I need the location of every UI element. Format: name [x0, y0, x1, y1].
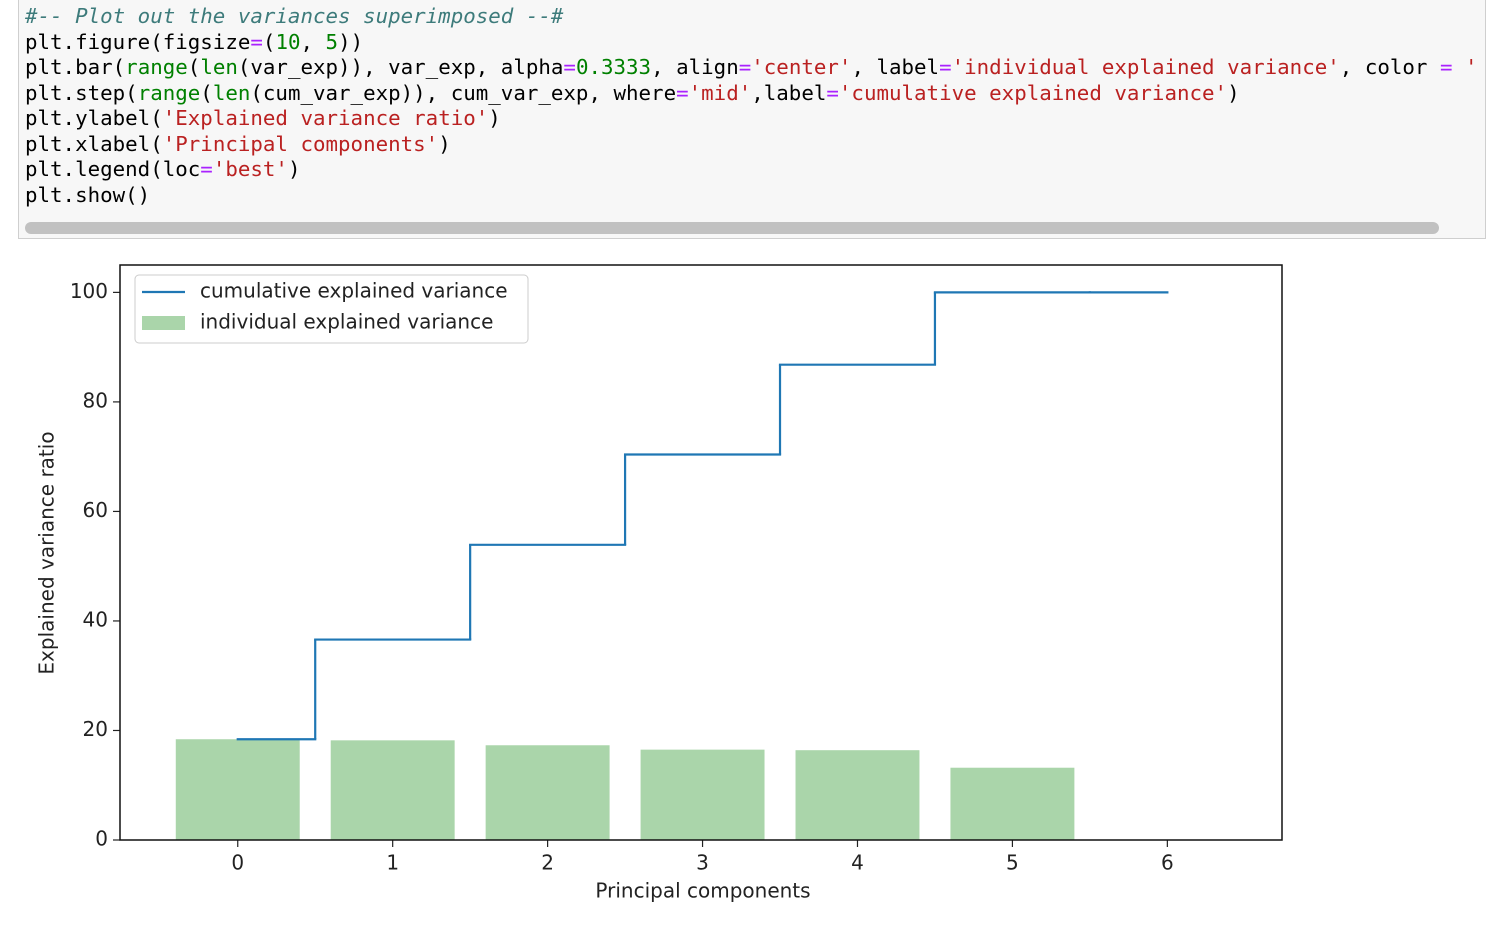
code-line: plt.show() [25, 183, 1478, 209]
code-token: ,label [751, 80, 827, 105]
scrollbar[interactable] [25, 222, 1439, 234]
code-line: plt.xlabel('Principal components') [25, 132, 1478, 158]
code-token: , color [1339, 55, 1440, 79]
bar [795, 750, 920, 840]
code-token: plt.bar( [25, 55, 126, 79]
x-tick-label: 2 [541, 851, 554, 875]
bar [330, 740, 455, 840]
x-axis-label: Principal components [595, 879, 810, 903]
code-token: 0.3333 [575, 55, 652, 79]
code-token: ) [488, 106, 501, 130]
code-token: 'Principal components' [162, 131, 439, 156]
y-tick-label: 40 [83, 607, 108, 631]
y-tick-label: 20 [83, 717, 108, 741]
bar [950, 767, 1075, 840]
code-token: 'best' [212, 157, 288, 181]
y-tick-label: 80 [83, 388, 108, 412]
code-token: 'Explained variance ratio' [162, 106, 489, 130]
code-token: , align [651, 55, 739, 79]
code-token: ) [1227, 80, 1240, 105]
code-token: ( [200, 80, 213, 105]
code-token: = [826, 80, 839, 105]
x-tick-label: 5 [1006, 851, 1019, 875]
code-token: 5 [325, 29, 339, 54]
bar [485, 745, 610, 840]
code-token: , [300, 29, 326, 54]
code-token: range [125, 55, 188, 79]
x-tick-label: 0 [231, 851, 244, 875]
code-token: 10 [275, 29, 301, 54]
code-token: plt.show() [25, 182, 151, 207]
code-token: = [939, 55, 952, 79]
code-token: = [250, 29, 263, 54]
code-token: plt.step( [25, 80, 138, 105]
code-token: = [1439, 55, 1453, 79]
code-token: 'cumulative explained variance' [838, 80, 1228, 105]
code-token: = [200, 157, 213, 181]
code-token: 'individual explained variance' [951, 55, 1340, 79]
code-token: = [563, 55, 576, 79]
y-axis-label: Explained variance ratio [35, 431, 59, 674]
code-line: plt.ylabel('Explained variance ratio') [25, 106, 1478, 132]
x-tick-label: 6 [1161, 851, 1174, 875]
code-line: plt.figure(figsize=(10, 5)) [25, 30, 1478, 56]
code-token: plt.legend(loc [25, 157, 201, 181]
code-token: #-- Plot out the variances superimposed … [25, 4, 564, 28]
code: #-- Plot out the variances superimposed … [25, 4, 1478, 208]
code-line: plt.legend(loc='best') [25, 157, 1478, 183]
y-tick-label: 100 [70, 279, 108, 303]
x-tick-label: 3 [696, 851, 709, 875]
code-line: plt.step(range(len(cum_var_exp)), cum_va… [25, 81, 1478, 107]
code-token: = [738, 55, 752, 79]
y-tick-label: 60 [83, 498, 108, 522]
code-token: plt.ylabel( [25, 106, 163, 130]
x-tick-label: 4 [851, 851, 864, 875]
y-tick-label: 0 [95, 827, 108, 851]
legend-label: individual explained variance [200, 310, 493, 334]
legend-label: cumulative explained variance [200, 279, 508, 303]
code-token: (var_exp)), var_exp, alpha [237, 55, 564, 79]
code-token: 'center' [751, 55, 852, 79]
code-token: = [676, 80, 689, 105]
code-token: ' [1452, 55, 1478, 79]
code-token: range [137, 80, 201, 105]
code-line: plt.bar(range(len(var_exp)), var_exp, al… [25, 55, 1478, 81]
code-token: , label [851, 55, 940, 79]
code-token: ( [262, 29, 276, 54]
code-token: ( [187, 55, 201, 79]
code-token: )) [338, 29, 364, 54]
code-token: 'mid' [688, 80, 752, 105]
x-tick-label: 1 [386, 851, 399, 875]
code-token: plt.figure(figsize [25, 29, 251, 54]
bar [640, 749, 765, 840]
legend-swatch [142, 316, 185, 330]
code-token: len [200, 55, 238, 79]
code-token: (cum_var_exp)), cum_var_exp, where [250, 80, 677, 105]
code-token: ) [438, 131, 451, 156]
code-line: #-- Plot out the variances superimposed … [25, 4, 1478, 30]
code-token: ) [287, 157, 301, 181]
bar [175, 739, 300, 840]
code-token: len [212, 80, 251, 105]
code-cell[interactable]: #-- Plot out the variances superimposed … [18, 0, 1486, 239]
plot-frame [119, 264, 1283, 841]
code-token: plt.xlabel( [25, 131, 163, 156]
legend-box [134, 274, 529, 344]
